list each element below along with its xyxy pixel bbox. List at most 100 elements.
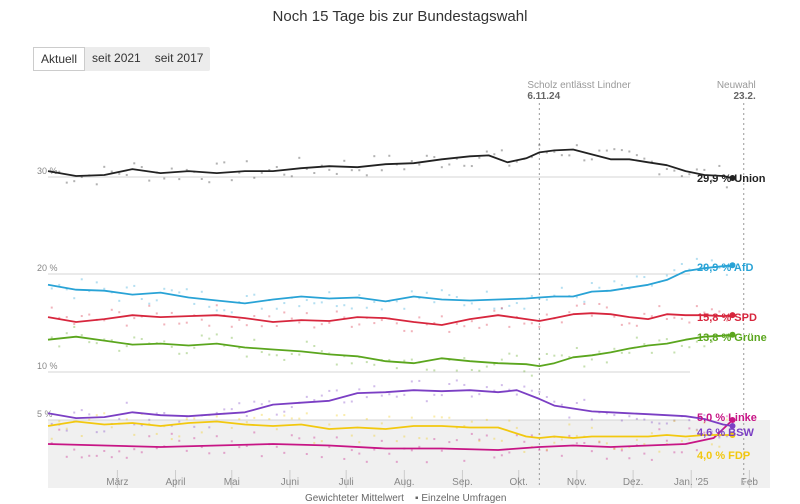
poll-dot	[598, 441, 601, 444]
poll-dot	[335, 363, 338, 366]
poll-dot	[65, 429, 68, 432]
poll-dot	[230, 336, 233, 339]
poll-dot	[500, 149, 503, 152]
poll-dot	[260, 325, 263, 328]
poll-dot	[358, 323, 361, 326]
poll-dot	[343, 304, 346, 307]
poll-dot	[103, 430, 106, 433]
poll-dot	[125, 456, 128, 459]
month-label: Juni	[281, 477, 299, 488]
poll-dot	[365, 174, 368, 177]
poll-dot	[440, 166, 443, 169]
poll-dot	[103, 449, 106, 452]
poll-dot	[133, 433, 136, 436]
poll-dot	[305, 167, 308, 170]
poll-dot	[575, 296, 578, 299]
poll-dot	[515, 354, 518, 357]
poll-dot	[643, 443, 646, 446]
tab-seit-2017[interactable]: seit 2017	[154, 51, 204, 65]
gridline-label: 30 %	[37, 166, 58, 176]
poll-dot	[463, 325, 466, 328]
poll-dot	[350, 400, 353, 403]
poll-dot	[163, 177, 166, 180]
poll-dot	[238, 402, 241, 405]
series-label-bsw: 4,6 % BSW	[697, 427, 754, 439]
poll-dot	[710, 432, 713, 435]
poll-dot	[88, 418, 91, 421]
poll-dot	[305, 299, 308, 302]
poll-dot	[178, 439, 181, 442]
poll-dot	[88, 454, 91, 457]
series-endpoint-bsw	[729, 423, 736, 429]
poll-dot	[643, 157, 646, 160]
poll-dot	[440, 394, 443, 397]
poll-dot	[380, 319, 383, 322]
poll-dot	[470, 165, 473, 168]
poll-dot	[133, 336, 136, 339]
poll-dot	[155, 447, 158, 450]
poll-dot	[418, 379, 421, 382]
month-label: Dez.	[623, 477, 644, 488]
poll-dot	[403, 435, 406, 438]
poll-dot	[523, 370, 526, 373]
poll-dot	[703, 431, 706, 434]
poll-dot	[515, 302, 518, 305]
poll-dot	[268, 169, 271, 172]
tab-seit-2021[interactable]: seit 2021	[92, 51, 141, 65]
poll-dot	[50, 306, 53, 309]
poll-dot	[710, 443, 713, 446]
poll-dot	[575, 401, 578, 404]
poll-dot	[560, 454, 563, 457]
poll-dot	[155, 312, 158, 315]
poll-dot	[178, 322, 181, 325]
poll-dot	[508, 419, 511, 422]
poll-dot	[620, 448, 623, 451]
poll-dot	[88, 290, 91, 293]
series-endpoint-grüne	[729, 331, 736, 338]
poll-dot	[155, 432, 158, 435]
poll-dot	[245, 295, 248, 298]
poll-dot	[493, 437, 496, 440]
poll-dot	[148, 179, 151, 182]
series-line-fdp	[47, 420, 733, 439]
poll-dot	[463, 164, 466, 167]
poll-dot	[170, 438, 173, 441]
poll-dot	[58, 420, 61, 423]
poll-dot	[275, 428, 278, 431]
poll-dot	[545, 313, 548, 316]
poll-dot	[688, 346, 691, 349]
poll-dot	[485, 434, 488, 437]
poll-dot	[200, 334, 203, 337]
poll-dot	[163, 411, 166, 414]
poll-dot	[418, 437, 421, 440]
poll-dot	[260, 413, 263, 416]
poll-dot	[568, 423, 571, 426]
poll-dot	[500, 358, 503, 361]
poll-dot	[710, 308, 713, 311]
tab-aktuell[interactable]: Aktuell	[33, 47, 86, 71]
poll-dot	[320, 350, 323, 353]
poll-dot	[613, 315, 616, 318]
poll-dot	[260, 403, 263, 406]
poll-dot	[463, 383, 466, 386]
poll-dot	[673, 269, 676, 272]
poll-dot	[283, 358, 286, 361]
poll-dot	[328, 352, 331, 355]
poll-dot	[358, 441, 361, 444]
poll-dot	[455, 369, 458, 372]
series-line-afd	[47, 264, 733, 305]
poll-dot	[665, 338, 668, 341]
poll-dot	[335, 172, 338, 175]
poll-dot	[448, 163, 451, 166]
poll-dot	[620, 351, 623, 354]
poll-dot	[545, 449, 548, 452]
poll-dot	[328, 291, 331, 294]
poll-dot	[725, 273, 728, 276]
poll-dot	[245, 324, 248, 327]
poll-dot	[455, 439, 458, 442]
poll-dot	[673, 419, 676, 422]
poll-dot	[208, 452, 211, 455]
poll-dot	[590, 418, 593, 421]
poll-dot	[485, 365, 488, 368]
poll-dot	[65, 427, 68, 430]
